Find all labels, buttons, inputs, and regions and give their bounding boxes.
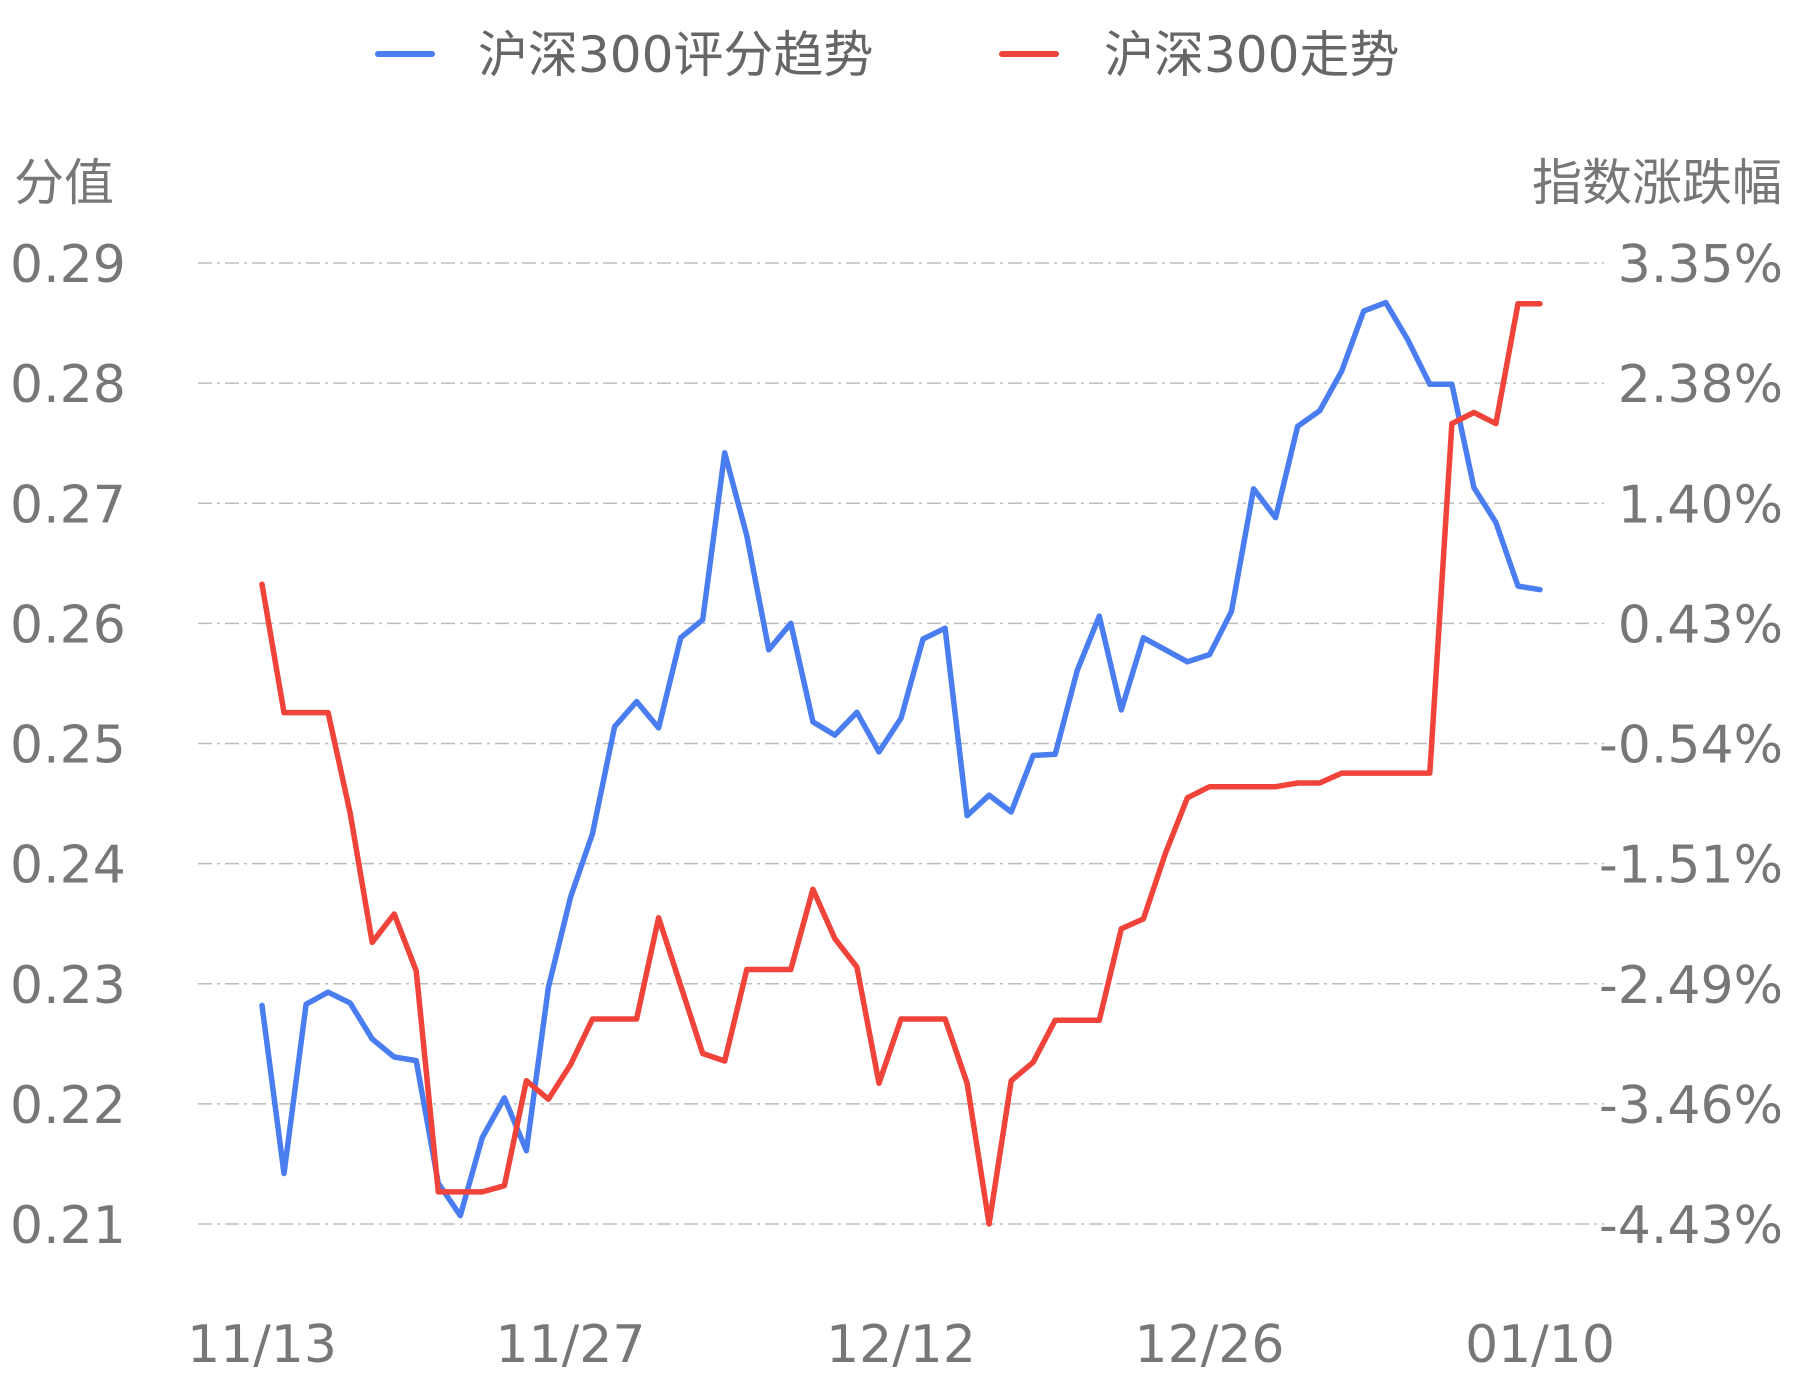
y-right-tick-label: 3.35% [1618, 235, 1783, 295]
y-left-tick-label: 0.29 [10, 235, 126, 295]
legend-label-score: 沪深300评分趋势 [478, 26, 873, 84]
y-right-tick-label: -2.49% [1599, 956, 1783, 1016]
y-right-axis-title: 指数涨跌幅 [1532, 154, 1782, 212]
x-tick-label: 12/26 [1135, 1315, 1285, 1375]
y-right-tick-label: -4.43% [1599, 1196, 1783, 1256]
series-line-index [259, 301, 1543, 1227]
x-axis-ticks: 11/13 11/27 12/12 12/26 01/10 [187, 1315, 1615, 1375]
y-left-ticks: 0.29 0.28 0.27 0.26 0.25 0.24 0.23 0.22 0.21 [10, 235, 126, 1256]
y-left-tick-label: 0.28 [10, 355, 126, 415]
y-left-tick-label: 0.27 [10, 475, 126, 535]
x-tick-label: 01/10 [1465, 1315, 1615, 1375]
series-line-score [259, 299, 1543, 1219]
y-left-tick-label: 0.25 [10, 716, 126, 776]
series-lines [259, 299, 1543, 1227]
legend: 沪深300评分趋势 沪深300走势 [375, 26, 1399, 84]
x-tick-label: 11/27 [496, 1315, 646, 1375]
y-left-tick-label: 0.24 [10, 836, 126, 896]
y-right-ticks: 3.35% 2.38% 1.40% 0.43% -0.54% -1.51% -2.49% -3… [1599, 235, 1783, 1256]
y-right-tick-label: 0.43% [1618, 595, 1783, 655]
y-right-tick-label: -3.46% [1599, 1076, 1783, 1136]
grid-lines [198, 262, 1604, 1225]
y-right-tick-label: -1.51% [1599, 836, 1783, 896]
x-tick-label: 11/13 [187, 1315, 337, 1375]
y-right-tick-label: 2.38% [1618, 355, 1783, 415]
y-left-tick-label: 0.22 [10, 1076, 126, 1136]
y-right-tick-label: 1.40% [1618, 475, 1783, 535]
y-left-tick-label: 0.26 [10, 595, 126, 655]
y-left-axis-title: 分值 [14, 154, 114, 212]
y-right-tick-label: -0.54% [1599, 716, 1783, 776]
y-left-tick-label: 0.21 [10, 1196, 126, 1256]
x-tick-label: 12/12 [826, 1315, 976, 1375]
y-left-tick-label: 0.23 [10, 956, 126, 1016]
legend-label-index: 沪深300走势 [1104, 26, 1399, 84]
